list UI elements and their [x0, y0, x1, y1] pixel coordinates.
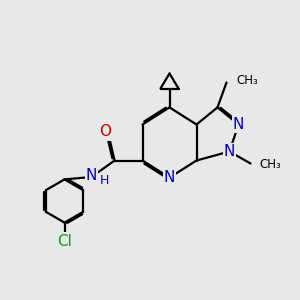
Text: H: H [99, 174, 109, 187]
Text: N: N [86, 168, 97, 183]
Text: N: N [164, 170, 175, 185]
Text: CH₃: CH₃ [259, 158, 281, 172]
Text: O: O [99, 124, 111, 140]
Text: CH₃: CH₃ [236, 74, 258, 88]
Text: N: N [224, 144, 235, 159]
Text: N: N [233, 117, 244, 132]
Text: Cl: Cl [57, 234, 72, 249]
